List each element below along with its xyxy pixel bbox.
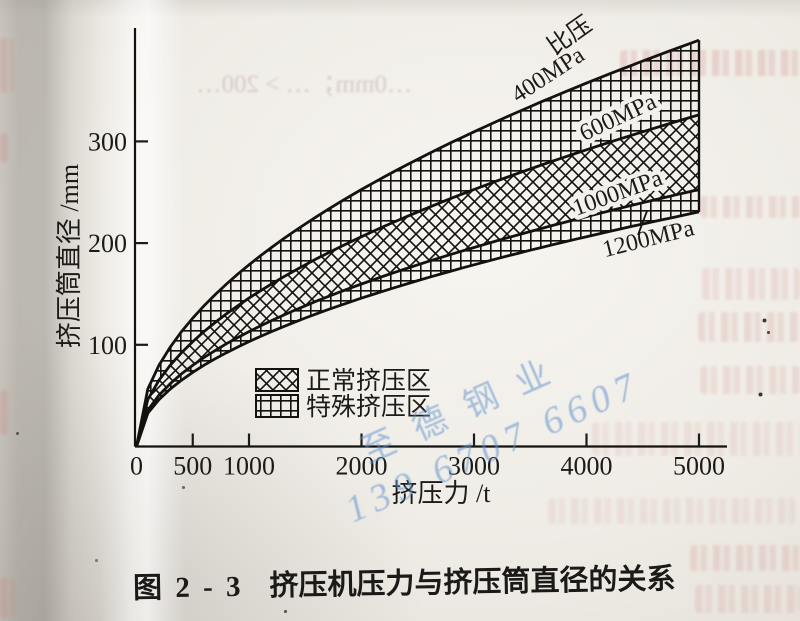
- curve-1000mpa: [135, 188, 700, 447]
- y-tick-label: 300: [88, 127, 127, 156]
- figure-title: 挤压机压力与挤压筒直径的关系: [269, 563, 676, 603]
- label-1200mpa-leader-line: [637, 210, 648, 236]
- legend-swatch-special-zone: [255, 394, 299, 418]
- y-tick-label: 100: [88, 331, 127, 360]
- x-axis-title: 挤压力 /t: [392, 479, 492, 508]
- x-tick-label: 3000: [448, 452, 500, 481]
- x-tick-label: 1000: [223, 452, 275, 481]
- band-special-upper: [136, 40, 699, 447]
- legend-label-normal-zone: 正常挤压区: [306, 367, 431, 395]
- x-tick-label: 5000: [673, 452, 725, 481]
- x-tick-label: 500: [173, 452, 212, 481]
- x-tick-label: 0: [130, 452, 143, 481]
- x-tick-label: 4000: [561, 452, 613, 481]
- curve-600mpa: [135, 113, 700, 447]
- figure-number: 图 2 - 3: [132, 570, 244, 605]
- legend-swatch-normal-zone: [255, 368, 299, 392]
- curve-400mpa: [135, 38, 700, 447]
- band-special-lower: [136, 189, 699, 447]
- x-tick-group: 0 500 1000 2000 3000 4000 5000: [130, 433, 725, 481]
- axes: [133, 28, 727, 448]
- curve-1200mpa: [135, 210, 700, 447]
- legend-label-special-zone: 特殊挤压区: [306, 393, 431, 421]
- zone-bands: [136, 40, 699, 447]
- y-tick-label: 200: [88, 229, 127, 258]
- legend: 正常挤压区 特殊挤压区: [255, 367, 431, 421]
- pressure-curves: [135, 38, 701, 447]
- band-normal: [136, 114, 699, 447]
- x-tick-label: 2000: [336, 452, 388, 481]
- y-tick-group: 100 200 300: [88, 127, 148, 360]
- y-axis-title: 挤压筒直径 /mm: [55, 164, 84, 348]
